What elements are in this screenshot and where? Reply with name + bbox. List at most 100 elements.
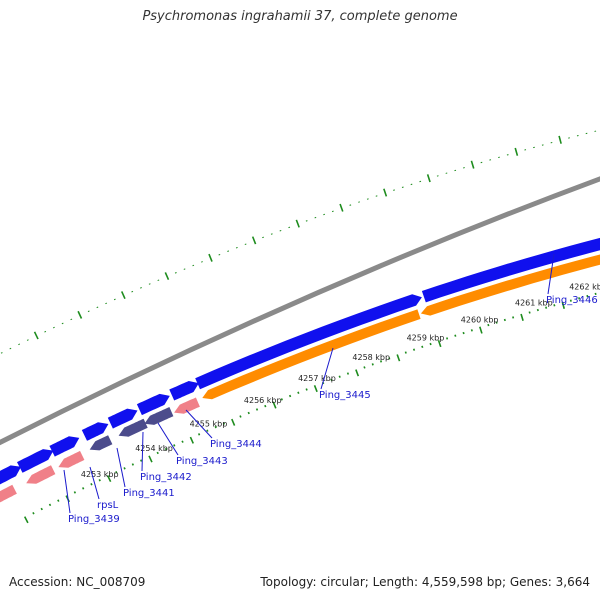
gc-skew-mark — [156, 451, 159, 455]
kbp-ruler: 4253 kbp 4254 kbp 4255 kbp 4256 kbp 4257 kbp… — [81, 283, 600, 480]
gc-skew-mark — [426, 174, 431, 183]
gene-label: Ping_3441 — [123, 488, 175, 499]
trna-feature — [0, 484, 17, 503]
gc-skew-mark — [338, 375, 341, 378]
gc-skew-mark — [40, 507, 43, 511]
gc-skew-mark — [48, 503, 52, 507]
gc-skew-mark — [346, 372, 350, 375]
gc-skew-mark — [115, 471, 118, 474]
gc-skew-mark — [123, 467, 126, 470]
forward-cds — [421, 237, 600, 303]
gc-skew-mark — [553, 304, 556, 307]
kbp-tick-label: 4260 kbp — [461, 315, 499, 324]
kbp-tick-label: 4262 kbp — [569, 283, 600, 292]
gc-skew-mark — [586, 294, 589, 298]
gc-skew-mark — [231, 418, 236, 426]
gc-skew-mark — [272, 401, 277, 409]
gc-skew-mark — [189, 436, 194, 444]
gene-leader-line — [185, 409, 213, 439]
gc-skew-mark — [164, 447, 168, 451]
gc-skew-mark — [73, 491, 77, 494]
trna-feature — [174, 397, 200, 414]
trna-feature — [58, 450, 85, 468]
kbp-tick-label: 4258 kbp — [352, 353, 390, 362]
gc-skew-mark — [82, 487, 85, 490]
gene-leader-line — [89, 466, 100, 500]
gc-skew-mark — [247, 411, 250, 415]
gc-skew-mark — [33, 331, 39, 340]
gc-skew-mark — [495, 321, 498, 324]
gene-label: Ping_3446 — [546, 295, 598, 306]
gene-leader-line — [157, 422, 179, 456]
gene-label: Ping_3444 — [210, 439, 262, 450]
map-title: Psychromonas ingrahamii 37, complete gen… — [142, 9, 458, 24]
reverse-cds — [202, 309, 421, 400]
forward-cds — [107, 408, 138, 429]
dark-cds — [144, 407, 174, 425]
gc-skew-mark — [512, 316, 515, 319]
gc-skew-mark — [371, 363, 374, 366]
gc-skew-mark — [98, 478, 101, 482]
gc-skew-mark — [594, 292, 597, 296]
reverse-cds — [420, 254, 600, 316]
kbp-tick-label: 4254 kbp — [135, 444, 173, 453]
gc-skew-mark — [569, 299, 572, 302]
gc-skew-mark — [173, 444, 176, 447]
gc-skew-mark — [454, 334, 457, 337]
gc-skew-mark — [23, 516, 29, 524]
kbp-tick-label: 4256 kbp — [244, 396, 282, 405]
kbp-tick-label: 4253 kbp — [81, 470, 119, 479]
gc-skew-mark — [120, 291, 126, 300]
gc-skew-mark — [181, 440, 184, 443]
gc-skew-mark — [164, 272, 170, 281]
gc-skew-mark — [470, 160, 475, 169]
forward-cds — [17, 449, 54, 473]
gc-skew-mark — [313, 385, 318, 393]
forward-cds — [136, 393, 170, 416]
kbp-tick-label: 4257 kbp — [298, 374, 336, 383]
gc-skew-mark — [487, 323, 490, 327]
trna-feature — [26, 465, 56, 484]
kbp-tick-label: 4261 kbp — [515, 298, 553, 307]
gc-skew-mark — [503, 318, 506, 322]
gene-label: Ping_3442 — [140, 472, 192, 483]
kbp-tick-label: 4259 kbp — [407, 334, 445, 343]
gc-skew-mark — [578, 297, 581, 300]
gc-skew-mark — [106, 475, 112, 483]
gc-skew-mark — [295, 219, 300, 228]
gene-leader-line — [547, 253, 555, 295]
gc-skew-mark — [222, 422, 226, 425]
gc-skew-mark — [446, 337, 449, 340]
gc-skew-mark — [470, 329, 473, 332]
gc-skew-outer-track — [0, 130, 597, 354]
gc-skew-mark — [528, 311, 531, 314]
gc-skew-mark — [140, 459, 143, 462]
gc-skew-mark — [558, 135, 562, 144]
gc-skew-mark — [330, 378, 333, 382]
gc-skew-mark — [355, 369, 360, 377]
gc-skew-mark — [536, 308, 539, 312]
gene-label: Ping_3439 — [68, 514, 120, 525]
gc-skew-mark — [514, 147, 519, 156]
dark-cds — [89, 435, 113, 451]
gc-skew-mark — [288, 394, 292, 398]
forward-cds — [81, 422, 109, 441]
gc-skew-mark — [383, 188, 388, 197]
gc-skew-mark — [339, 203, 344, 212]
gc-skew-mark — [297, 391, 300, 394]
gc-skew-mark — [462, 331, 465, 335]
gc-skew-mark — [90, 483, 93, 486]
gene-leader-line — [116, 447, 126, 488]
gc-skew-mark — [206, 429, 209, 432]
gc-skew-mark — [363, 366, 366, 369]
gc-skew-mark — [379, 360, 383, 363]
forward-cds — [49, 436, 80, 457]
gc-skew-mark — [429, 342, 432, 346]
gc-skew-mark — [32, 512, 35, 515]
gc-skew-mark — [520, 313, 524, 321]
gc-skew-mark — [239, 415, 242, 418]
genome-backbone — [0, 176, 600, 446]
forward-cds — [195, 294, 422, 390]
reverse-strand-track — [0, 254, 600, 503]
